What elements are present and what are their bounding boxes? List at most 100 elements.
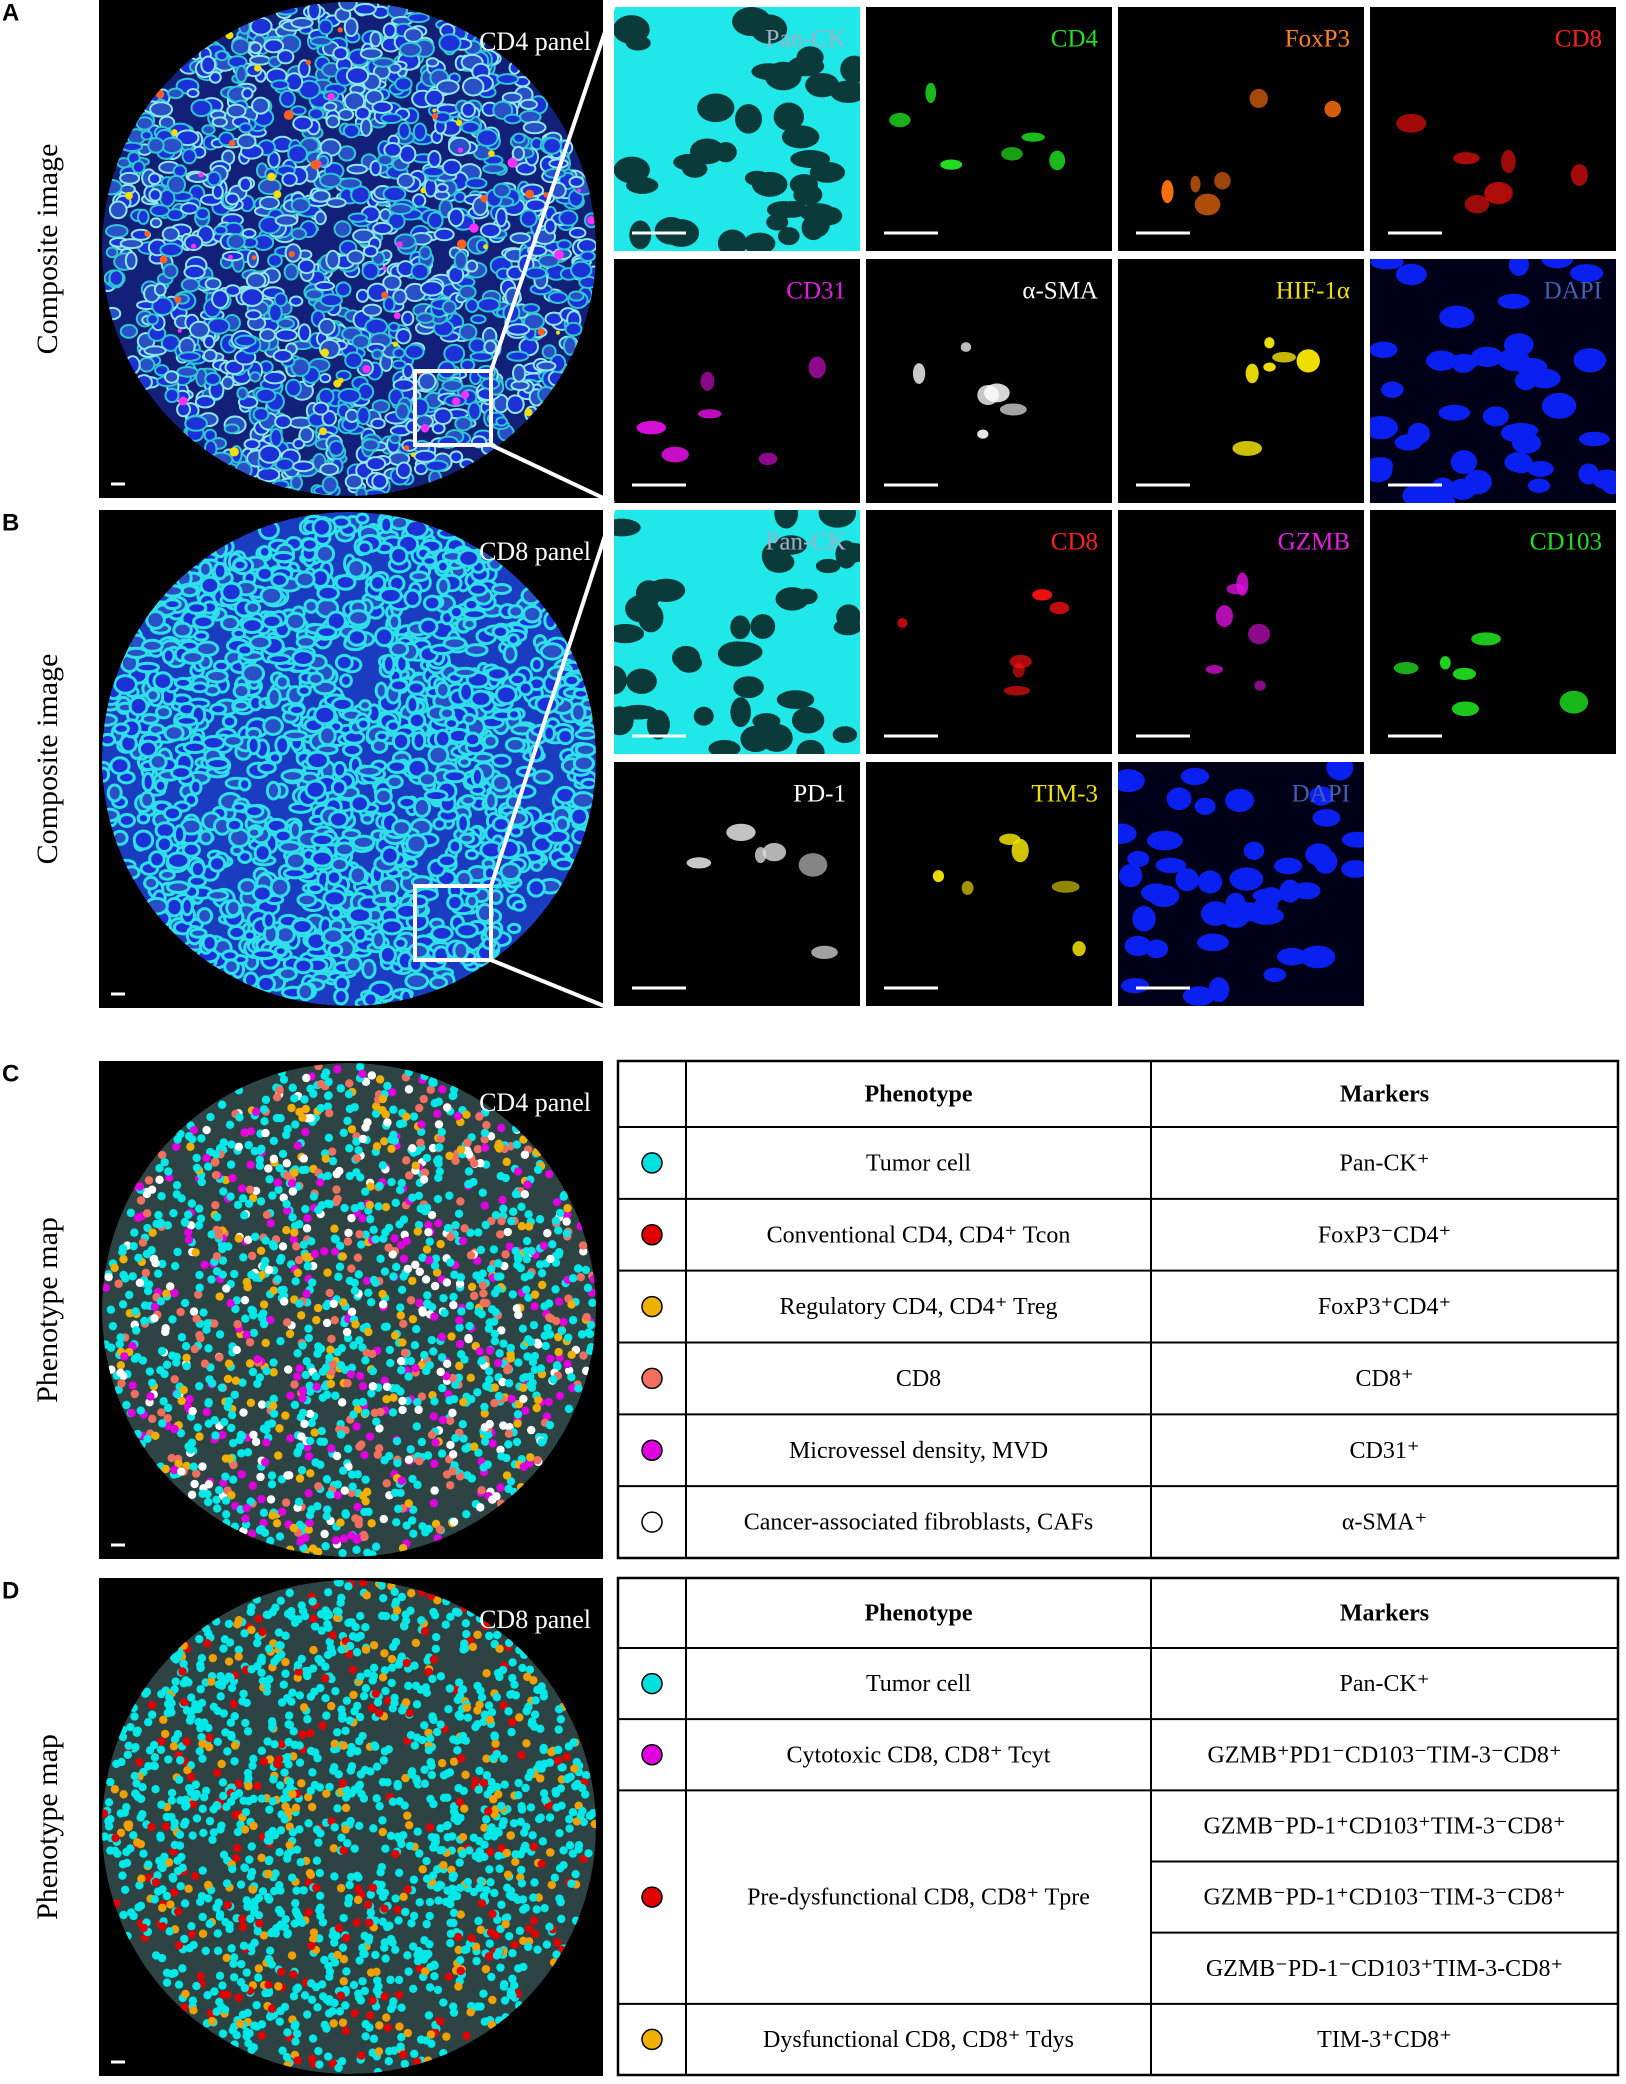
cell-dot — [174, 1459, 183, 1468]
cell — [306, 882, 324, 895]
cell-dot — [564, 1333, 573, 1342]
cell-dot — [240, 1295, 250, 1305]
cell-dot — [475, 1766, 484, 1776]
cell-dot — [352, 1871, 362, 1881]
cell-dot — [266, 1219, 276, 1228]
cell — [312, 401, 330, 416]
cell-dot — [239, 1253, 248, 1262]
cell — [241, 87, 254, 100]
cell-dot — [496, 1445, 505, 1454]
cell-dot — [190, 1344, 199, 1354]
cell-dot — [170, 1261, 180, 1271]
cell-dot — [148, 1228, 157, 1237]
cell-dot — [230, 1269, 239, 1279]
cell-dot — [231, 1304, 240, 1314]
cell-dot — [302, 1357, 311, 1366]
cell-dot — [284, 1720, 293, 1729]
cell-dot — [427, 1335, 437, 1345]
cell — [287, 703, 306, 717]
cell-dot — [314, 1482, 323, 1491]
cell — [283, 263, 299, 281]
cell-dot — [435, 1167, 445, 1176]
cell-dot — [568, 1273, 578, 1283]
cell-dot — [336, 1518, 345, 1527]
cell — [345, 66, 370, 85]
cell-dot — [367, 1519, 376, 1528]
cell-dot — [310, 1249, 320, 1259]
cell-dot — [321, 1541, 330, 1551]
cell-dot — [226, 1192, 235, 1201]
cell-dot — [224, 1619, 234, 1629]
cell — [294, 570, 316, 589]
cell-dot — [430, 1397, 439, 1406]
cell-dot — [526, 1372, 535, 1381]
cell-dot — [448, 1408, 457, 1418]
cell — [365, 456, 387, 472]
cell — [246, 826, 262, 839]
cell-dot — [110, 1263, 119, 1273]
cell-dot — [275, 1256, 285, 1265]
cell-dot — [475, 1347, 484, 1356]
cell-dot — [169, 1847, 178, 1856]
cell-dot — [433, 1194, 443, 1204]
cell-dot — [294, 1497, 304, 1507]
cell-dot — [223, 1374, 233, 1384]
cell — [297, 258, 316, 275]
cell-dot — [290, 1919, 300, 1928]
cell-dot — [427, 1210, 437, 1220]
cell-dot — [545, 1420, 555, 1430]
cell-dot — [217, 1100, 227, 1109]
cell-dot — [379, 1514, 388, 1524]
cell — [226, 233, 246, 250]
cell — [512, 363, 527, 383]
cell-dot — [107, 1343, 116, 1352]
cell-dot — [246, 1398, 256, 1408]
cell — [512, 132, 526, 144]
cell — [143, 875, 160, 891]
cell-dot — [255, 1373, 265, 1382]
cell-dot — [182, 1362, 191, 1371]
cell-dot — [330, 1234, 340, 1243]
cell-dot — [455, 1323, 464, 1332]
cell — [314, 543, 336, 564]
cell-dot — [161, 1327, 170, 1337]
cell — [206, 170, 222, 187]
cell — [267, 751, 283, 765]
cell-dot — [391, 1262, 401, 1272]
cell-dot — [269, 1136, 279, 1146]
cell — [223, 958, 240, 975]
cell — [398, 867, 413, 880]
cell-dot — [122, 1400, 131, 1410]
cell — [212, 561, 228, 581]
cell — [522, 312, 545, 331]
cell — [162, 263, 179, 280]
cell — [183, 264, 206, 280]
cell-dot — [463, 1138, 472, 1147]
cell-dot — [317, 1426, 326, 1436]
cell — [476, 297, 501, 313]
cell — [360, 812, 375, 825]
cell — [128, 695, 149, 717]
cell-dot — [433, 1109, 442, 1118]
cell — [383, 142, 402, 158]
cell — [447, 136, 472, 157]
cell-dot — [244, 1140, 253, 1150]
cell — [385, 719, 401, 733]
cell — [265, 780, 282, 801]
cell — [344, 351, 364, 369]
signal — [327, 93, 335, 101]
cell-dot — [402, 1112, 411, 1121]
cell-dot — [574, 1384, 583, 1393]
cell-dot — [514, 1254, 523, 1263]
cell-dot — [255, 1155, 265, 1164]
cell — [199, 575, 221, 596]
signal — [420, 187, 427, 194]
cell — [119, 323, 138, 339]
cell-dot — [404, 1171, 414, 1180]
cell — [506, 922, 522, 934]
cell-dot — [477, 1486, 486, 1495]
cell-dot — [469, 1291, 479, 1301]
cell-dot — [448, 1467, 457, 1476]
cell-dot — [251, 1107, 261, 1116]
cell-dot — [102, 1283, 111, 1292]
